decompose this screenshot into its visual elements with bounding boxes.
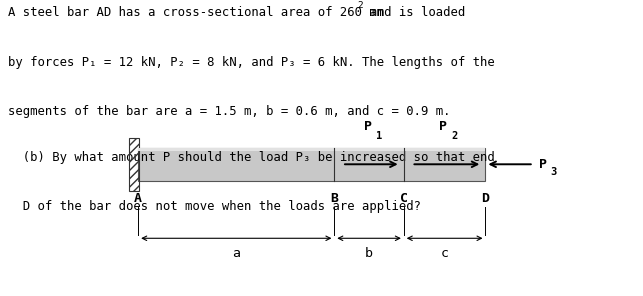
- Text: b: b: [365, 247, 373, 260]
- Text: a: a: [232, 247, 240, 260]
- Text: c: c: [440, 247, 449, 260]
- Text: 2: 2: [357, 1, 363, 9]
- Text: 2: 2: [451, 131, 457, 141]
- Text: (b) By what amount P should the load P₃ be increased so that end: (b) By what amount P should the load P₃ …: [8, 151, 494, 164]
- Text: C: C: [400, 192, 408, 205]
- Text: segments of the bar are a = 1.5 m, b = 0.6 m, and c = 0.9 m.: segments of the bar are a = 1.5 m, b = 0…: [8, 105, 450, 118]
- Text: P: P: [440, 120, 448, 133]
- Text: B: B: [331, 192, 338, 205]
- Bar: [138, 148, 485, 181]
- Bar: [129, 138, 139, 191]
- Text: and is loaded: and is loaded: [362, 6, 466, 19]
- Bar: [138, 148, 485, 151]
- Text: A steel bar AD has a cross-sectional area of 260 mm: A steel bar AD has a cross-sectional are…: [8, 6, 384, 19]
- Text: D: D: [482, 192, 489, 205]
- Text: by forces P₁ = 12 kN, P₂ = 8 kN, and P₃ = 6 kN. The lengths of the: by forces P₁ = 12 kN, P₂ = 8 kN, and P₃ …: [8, 56, 494, 69]
- Text: P: P: [364, 120, 372, 133]
- Text: D of the bar does not move when the loads are applied?: D of the bar does not move when the load…: [8, 200, 421, 213]
- Text: A: A: [134, 192, 142, 205]
- Text: 3: 3: [550, 167, 557, 177]
- Text: P: P: [539, 158, 547, 171]
- Text: 1: 1: [376, 131, 382, 141]
